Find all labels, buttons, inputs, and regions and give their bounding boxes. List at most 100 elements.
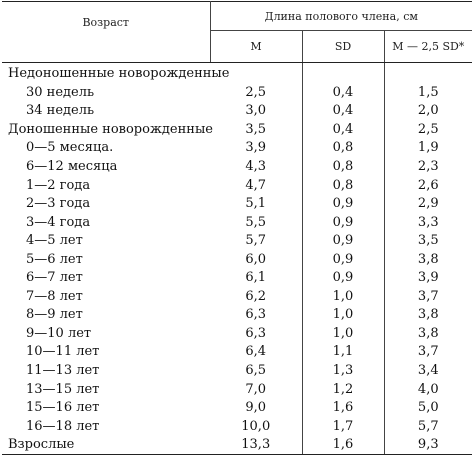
sd-value-cell: 0,9	[301, 194, 384, 214]
table-row: 2—3 года 5,1 0,9 2,9	[2, 194, 473, 214]
age-cell: 6—7 лет	[26, 270, 83, 286]
m-minus-2-5-sd-cell: 1,9	[383, 139, 473, 158]
m-value-cell: 10,0	[241, 418, 271, 434]
header-penile-length: Длина полового члена, см	[210, 0, 473, 32]
m-minus-2-5-sd-cell: 1,5	[383, 83, 473, 103]
m-value-cell: 5,5	[245, 214, 267, 230]
table-row: 3—4 года 5,5 0,9 3,3	[2, 213, 473, 232]
sd-value-cell: 0,8	[301, 157, 384, 177]
m-minus-2-5-sd-cell: 4,0	[383, 380, 473, 399]
table-row: 6—12 месяца 4,3 0,8 2,3	[2, 157, 473, 177]
m-value-cell: 4,7	[245, 177, 267, 193]
m-minus-2-5-sd-cell: 3,8	[383, 306, 473, 325]
table-body: Недоношенные новорожденные 30 недель 2,5 0,…	[2, 62, 473, 455]
age-cell: 13—15 лет	[26, 381, 100, 397]
sd-value-cell	[301, 62, 384, 84]
age-cell: 16—18 лет	[26, 418, 100, 434]
age-cell: 3—4 года	[26, 214, 91, 230]
table-row: 6—7 лет 6,1 0,9 3,9	[2, 269, 473, 288]
table-row: Доношенные новорожденные 3,5 0,4 2,5	[2, 120, 473, 140]
m-minus-2-5-sd-cell: 3,7	[383, 343, 473, 362]
m-minus-2-5-sd-cell: 2,3	[383, 157, 473, 177]
m-value-cell: 13,3	[210, 435, 302, 455]
age-cell: 1—2 года	[26, 177, 91, 193]
sd-value-cell: 1,2	[301, 380, 384, 399]
m-value-cell: 2,5	[245, 84, 267, 100]
age-cell: 2—3 года	[26, 196, 91, 212]
m-minus-2-5-sd-cell: 3,5	[383, 231, 473, 251]
table-row: 30 недель 2,5 0,4 1,5	[2, 83, 473, 103]
table-row: 16—18 лет 10,0 1,7 5,7	[2, 417, 473, 436]
table-row: 5—6 лет 6,0 0,9 3,8	[2, 250, 473, 270]
m-value-cell: 6,5	[245, 363, 267, 379]
sd-value-cell: 0,4	[301, 83, 384, 103]
age-cell: 10—11 лет	[26, 344, 100, 360]
age-cell: 7—8 лет	[26, 288, 83, 304]
m-value-cell: 3,9	[245, 140, 267, 156]
age-cell: 11—13 лет	[26, 363, 100, 379]
sd-value-cell: 0,4	[301, 102, 384, 121]
table-row: Недоношенные новорожденные	[2, 62, 473, 84]
age-cell: 6—12 месяца	[26, 159, 118, 174]
m-minus-2-5-sd-cell: 2,5	[383, 120, 473, 140]
table-row: 0—5 месяца. 3,9 0,8 1,9	[2, 139, 473, 158]
sd-value-cell: 1,0	[301, 324, 384, 344]
table-row: Взрослые 13,3 1,6 9,3	[2, 435, 473, 455]
m-minus-2-5-sd-cell: 3,4	[383, 361, 473, 381]
header-m: M	[210, 30, 302, 63]
age-cell: 0—5 месяца.	[26, 140, 114, 156]
sd-value-cell: 1,6	[301, 398, 384, 418]
sd-value-cell: 0,9	[301, 213, 384, 232]
m-value-cell: 7,0	[245, 381, 267, 397]
sd-value-cell: 1,0	[301, 287, 384, 307]
table-header: Возраст Длина полового члена, см M SD M …	[2, 0, 473, 63]
m-value-cell: 3,0	[245, 103, 267, 119]
table-row: 13—15 лет 7,0 1,2 4,0	[2, 380, 473, 399]
sd-value-cell: 1,0	[301, 306, 384, 325]
m-value-cell: 6,4	[245, 344, 267, 360]
m-minus-2-5-sd-cell: 5,0	[383, 398, 473, 418]
table-row: 7—8 лет 6,2 1,0 3,7	[2, 287, 473, 307]
m-value-cell: 4,3	[245, 159, 267, 174]
age-cell: 9—10 лет	[26, 325, 92, 341]
table-row: 10—11 лет 6,4 1,1 3,7	[2, 343, 473, 362]
sd-value-cell: 0,9	[301, 250, 384, 270]
age-cell: Недоношенные новорожденные	[8, 66, 230, 82]
sd-value-cell: 1,3	[301, 361, 384, 381]
sd-value-cell: 0,8	[301, 176, 384, 195]
age-cell: 8—9 лет	[26, 307, 83, 323]
age-cell: 34 недель	[26, 103, 95, 119]
m-minus-2-5-sd-cell	[383, 62, 473, 84]
age-cell: Доношенные новорожденные	[8, 121, 213, 137]
m-minus-2-5-sd-cell: 2,9	[383, 194, 473, 214]
m-minus-2-5-sd-cell: 3,7	[383, 287, 473, 307]
age-cell: 30 недель	[26, 84, 95, 100]
table-row: 1—2 года 4,7 0,8 2,6	[2, 176, 473, 195]
m-minus-2-5-sd-cell: 2,0	[383, 102, 473, 121]
m-value-cell: 6,3	[245, 325, 267, 341]
m-value-cell: 6,0	[245, 251, 267, 267]
m-minus-2-5-sd-cell: 3,8	[383, 250, 473, 270]
m-minus-2-5-sd-cell: 9,3	[383, 435, 473, 455]
header-age: Возраст	[2, 1, 211, 63]
sd-value-cell: 0,9	[301, 231, 384, 251]
age-cell: 4—5 лет	[26, 233, 83, 249]
sd-value-cell: 1,1	[301, 343, 384, 362]
sd-value-cell: 1,7	[301, 417, 384, 436]
m-value-cell: 6,1	[245, 270, 267, 286]
m-minus-2-5-sd-cell: 3,8	[383, 324, 473, 344]
table-row: 4—5 лет 5,7 0,9 3,5	[2, 231, 473, 251]
table-row: 8—9 лет 6,3 1,0 3,8	[2, 306, 473, 325]
sd-value-cell: 1,6	[301, 435, 384, 455]
table-row: 11—13 лет 6,5 1,3 3,4	[2, 361, 473, 381]
m-minus-2-5-sd-cell: 3,3	[383, 213, 473, 232]
m-value-cell: 6,2	[245, 288, 267, 304]
table-row: 34 недель 3,0 0,4 2,0	[2, 102, 473, 121]
m-value-cell: 5,1	[245, 196, 267, 212]
header-sd: SD	[301, 30, 384, 63]
sd-value-cell: 0,9	[301, 269, 384, 288]
m-value-cell: 9,0	[245, 400, 267, 416]
sd-value-cell: 0,8	[301, 139, 384, 158]
